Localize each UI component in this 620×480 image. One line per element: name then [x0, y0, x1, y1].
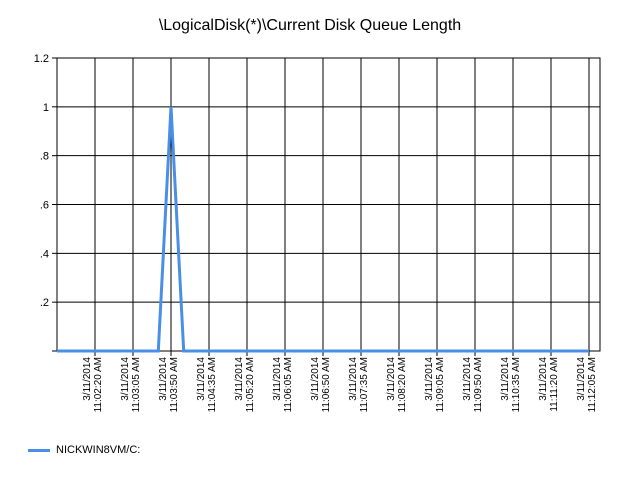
x-tick-date: 3/11/2014 — [348, 357, 359, 401]
x-tick-date: 3/11/2014 — [310, 357, 321, 401]
x-tick-label: 3/11/2014 11:03:05 AM — [120, 357, 142, 413]
x-tick-date: 3/11/2014 — [158, 357, 169, 401]
x-tick-time: 11:04:35 AM — [207, 357, 218, 412]
x-tick-date: 3/11/2014 — [576, 357, 587, 401]
series-group — [57, 106, 589, 353]
x-tick-date: 3/11/2014 — [500, 357, 511, 401]
chart-title: \LogicalDisk(*)\Current Disk Queue Lengt… — [159, 17, 461, 34]
x-tick-date: 3/11/2014 — [120, 357, 131, 401]
x-tick-time: 11:11:20 AM — [549, 357, 560, 412]
x-tick-date: 3/11/2014 — [462, 357, 473, 401]
y-tick-label: 1.2 — [34, 53, 49, 65]
series-line — [57, 106, 589, 353]
x-tick-time: 11:09:50 AM — [473, 357, 484, 412]
x-tick-time: 11:06:05 AM — [283, 357, 294, 412]
x-tick-label: 3/11/2014 11:09:05 AM — [424, 357, 446, 413]
grid — [57, 57, 600, 356]
x-tick-label: 3/11/2014 11:03:50 AM — [158, 357, 180, 413]
y-tick-label: 1 — [43, 102, 49, 114]
x-tick-time: 11:10:35 AM — [511, 357, 522, 412]
x-tick-label: 3/11/2014 11:11:20 AM — [538, 357, 560, 412]
x-tick-time: 11:03:05 AM — [131, 357, 142, 412]
y-tick-label: .8 — [40, 151, 49, 163]
legend: NICKWIN8VM/C: — [28, 444, 140, 456]
x-tick-time: 11:02:20 AM — [93, 357, 104, 412]
x-tick-label: 3/11/2014 11:04:35 AM — [196, 357, 218, 413]
x-axis-ticks: 3/11/2014 11:02:20 AM 3/11/2014 11:03:05 AM… — [82, 357, 598, 413]
legend-swatch — [28, 448, 50, 452]
y-axis-ticks: .2 .4 .6 .8 1 1.2 — [34, 53, 57, 352]
x-tick-label: 3/11/2014 11:09:50 AM — [462, 357, 484, 413]
x-tick-label: 3/11/2014 11:06:05 AM — [272, 357, 294, 413]
x-tick-date: 3/11/2014 — [386, 357, 397, 401]
x-tick-label: 3/11/2014 11:10:35 AM — [500, 357, 522, 413]
y-tick-label: .6 — [40, 200, 49, 212]
x-tick-label: 3/11/2014 11:07:35 AM — [348, 357, 370, 413]
x-tick-time: 11:05:20 AM — [245, 357, 256, 412]
x-tick-time: 11:12:05 AM — [587, 357, 598, 412]
x-tick-label: 3/11/2014 11:12:05 AM — [576, 357, 598, 413]
legend-label: NICKWIN8VM/C: — [56, 444, 141, 456]
x-tick-time: 11:06:50 AM — [321, 357, 332, 412]
x-tick-label: 3/11/2014 11:02:20 AM — [82, 357, 104, 413]
x-tick-time: 11:07:35 AM — [359, 357, 370, 412]
x-tick-time: 11:08:20 AM — [397, 357, 408, 412]
x-tick-date: 3/11/2014 — [272, 357, 283, 401]
x-tick-time: 11:03:50 AM — [169, 357, 180, 412]
x-tick-time: 11:09:05 AM — [435, 357, 446, 412]
y-tick-label: .4 — [40, 248, 49, 260]
x-tick-date: 3/11/2014 — [82, 357, 93, 401]
x-tick-date: 3/11/2014 — [196, 357, 207, 401]
x-tick-date: 3/11/2014 — [538, 357, 549, 401]
x-tick-label: 3/11/2014 11:05:20 AM — [234, 357, 256, 413]
x-tick-date: 3/11/2014 — [234, 357, 245, 401]
x-tick-label: 3/11/2014 11:08:20 AM — [386, 357, 408, 413]
y-tick-label: .2 — [40, 297, 49, 309]
x-tick-label: 3/11/2014 11:06:50 AM — [310, 357, 332, 413]
x-tick-date: 3/11/2014 — [424, 357, 435, 401]
